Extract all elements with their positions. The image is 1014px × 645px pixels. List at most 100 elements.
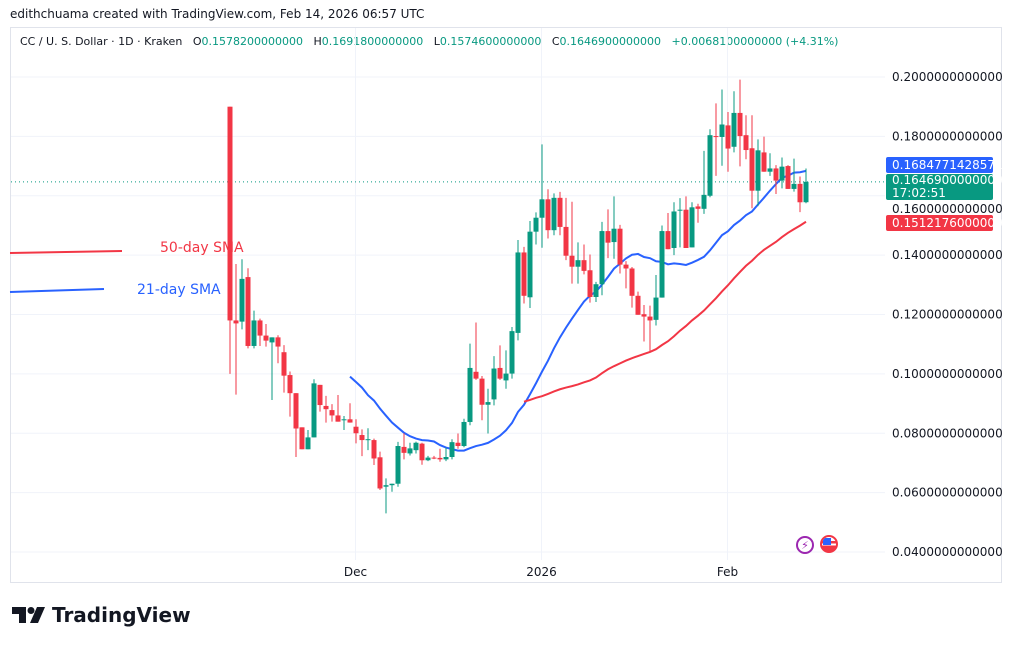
candle-up [689, 207, 695, 248]
y-tick-label: 0.1000000000000 [892, 367, 1003, 381]
last-price-tag: 0.1646900000000 17:02:51 [886, 173, 1003, 200]
candle-up [443, 457, 449, 460]
candle-up [467, 367, 473, 422]
open-value: 0.1578200000000 [201, 35, 303, 48]
sma21-price-tag: 0.1684771428571 [886, 157, 1003, 173]
candle-up [767, 168, 773, 172]
candle-up [659, 231, 665, 298]
candle-up [269, 337, 275, 343]
candle-down [479, 378, 485, 405]
logo-text: TradingView [52, 603, 191, 627]
tradingview-logo[interactable]: TradingView [12, 603, 191, 627]
candle-down [437, 457, 443, 460]
candle-up [407, 448, 413, 454]
candle-down [317, 384, 323, 406]
candle-down [359, 435, 365, 441]
candle-down [557, 197, 563, 227]
candle-up [779, 166, 785, 181]
candle-down [455, 442, 461, 447]
candle-down [545, 199, 551, 231]
candle-down [227, 106, 233, 321]
sma50-price-tag: 0.1512176000000 [886, 215, 1003, 231]
candle-down [347, 419, 353, 423]
candle-up [365, 439, 371, 441]
candle-down [647, 316, 653, 321]
candle-down [713, 136, 719, 138]
candle-up [551, 197, 557, 231]
candle-down [521, 252, 527, 296]
candle-down [419, 443, 425, 461]
candle-up [503, 373, 509, 381]
candle-up [671, 211, 677, 248]
y-tick-label: 0.1200000000000 [892, 308, 1003, 322]
close-label: C [551, 35, 560, 48]
candle-up [611, 228, 617, 243]
x-tick-label: Dec [344, 565, 367, 579]
candle-down [629, 268, 635, 296]
candle-up [413, 442, 419, 451]
sma50-legend-line [9, 250, 123, 254]
candle-down [797, 183, 803, 203]
y-tick-label: 0.0600000000000 [892, 486, 1003, 500]
candle-down [497, 367, 503, 379]
y-tick-label: 0.0400000000000 [892, 545, 1003, 559]
candle-up [251, 320, 257, 346]
close-value: 0.1646900000000 [559, 35, 662, 48]
candle-up [701, 194, 707, 209]
candle-up [425, 457, 431, 461]
sma21-line [349, 169, 807, 452]
candle-down [725, 125, 731, 149]
open-label: O [192, 35, 202, 48]
candle-down [605, 231, 611, 243]
candle-down [743, 135, 749, 151]
candle-up [395, 446, 401, 484]
candle-down [683, 209, 689, 248]
candle-down [281, 352, 287, 376]
candle-down [761, 152, 767, 172]
y-tick-label: 0.0800000000000 [892, 426, 1003, 440]
candle-up [791, 183, 797, 189]
candle-up [461, 421, 467, 447]
candle-up [509, 331, 515, 374]
candle-up [311, 383, 317, 438]
candle-up [341, 419, 347, 421]
candle-up [653, 297, 659, 320]
candle-down [695, 206, 701, 209]
candle-down [329, 410, 335, 416]
change-value: +0.0068100000000 (+4.31%) [671, 35, 839, 48]
high-label: H [313, 35, 322, 48]
us-flag-icon[interactable] [820, 535, 838, 553]
candle-up [383, 485, 389, 487]
candle-down [563, 226, 569, 256]
y-tick-label: 0.1600000000000 [892, 202, 1003, 216]
last-price: 0.1646900000000 [892, 173, 1003, 187]
candle-up [677, 209, 683, 211]
candle-up [719, 124, 725, 137]
symbol-title[interactable]: CC / U. S. Dollar · 1D · Kraken [20, 35, 183, 48]
chart-credit: edithchuama created with TradingView.com… [10, 7, 425, 21]
tradingview-logo-icon [12, 607, 45, 623]
candle-up [575, 260, 581, 267]
y-tick-label: 0.1400000000000 [892, 248, 1003, 262]
candle-down [749, 148, 755, 191]
candle-down [275, 337, 281, 347]
candle-down [293, 393, 299, 429]
candle-down [587, 270, 593, 297]
candle-down [623, 264, 629, 269]
sma50-legend-label: 50-day SMA [160, 240, 244, 256]
candle-down [641, 314, 647, 317]
lightning-icon[interactable]: ⚡ [796, 536, 814, 554]
candle-down [257, 320, 263, 336]
candle-up [755, 150, 761, 191]
low-label: L [433, 35, 440, 48]
candle-up [515, 252, 521, 333]
candle-down [665, 231, 671, 250]
candle-up [389, 483, 395, 486]
low-value: 0.1574600000000 [439, 35, 542, 48]
candle-up [803, 181, 809, 203]
candle-down [323, 405, 329, 410]
candle-down [401, 446, 407, 453]
sma50-line [523, 220, 807, 403]
candle-down [335, 415, 341, 422]
